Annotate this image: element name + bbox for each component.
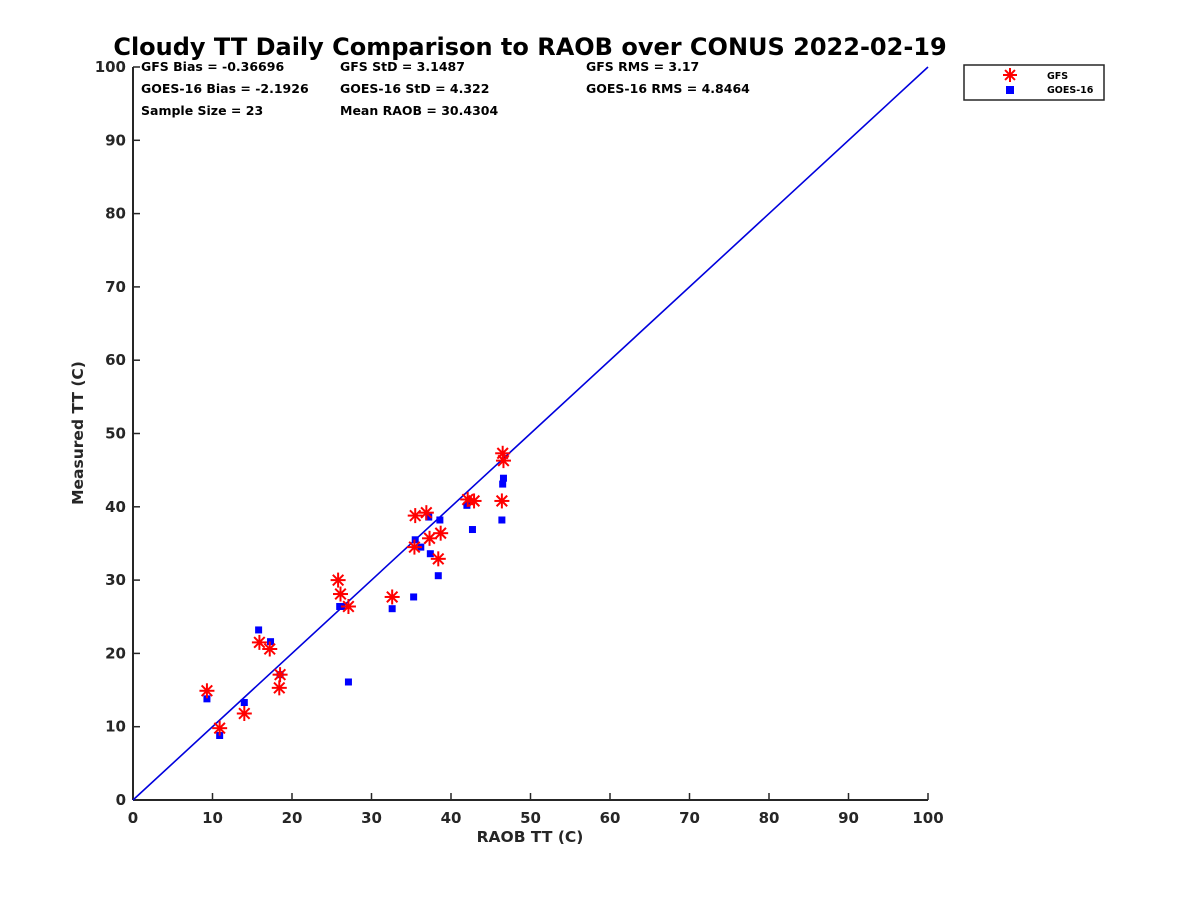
y-tick-label: 80 xyxy=(105,205,126,223)
gfs-point xyxy=(466,493,482,509)
x-tick-label: 80 xyxy=(759,809,780,827)
y-tick-label: 0 xyxy=(116,791,126,809)
goes-16-point xyxy=(410,593,418,601)
gfs-rms-text: GFS RMS = 3.17 xyxy=(586,59,699,74)
gfs-point xyxy=(212,720,228,736)
gfs-point xyxy=(406,539,422,555)
goes-16-point xyxy=(344,678,352,686)
gfs-point xyxy=(433,525,449,541)
x-axis-label: RAOB TT (C) xyxy=(477,828,584,846)
gfs-point xyxy=(495,453,511,469)
goes-16-point xyxy=(255,626,263,634)
gfs-series xyxy=(199,445,511,736)
gfs-point xyxy=(494,493,510,509)
gfs-point xyxy=(407,508,423,524)
goes-16-point xyxy=(203,695,211,703)
gfs-point xyxy=(422,530,438,546)
gfs-point xyxy=(236,706,252,722)
gfs-point xyxy=(251,634,267,650)
x-tick-label: 30 xyxy=(361,809,382,827)
stats-block: GFS Bias = -0.36696 GFS StD = 3.1487 GFS… xyxy=(141,59,750,118)
gfs-std-text: GFS StD = 3.1487 xyxy=(340,59,465,74)
y-tick-label: 20 xyxy=(105,644,126,662)
chart-title: Cloudy TT Daily Comparison to RAOB over … xyxy=(113,33,946,61)
x-tick-label: 100 xyxy=(912,809,943,827)
gfs-point xyxy=(418,505,434,521)
y-tick-label: 50 xyxy=(105,425,126,443)
one-to-one-line xyxy=(132,66,929,801)
goes-16-point xyxy=(425,513,433,521)
gfs-bias-text: GFS Bias = -0.36696 xyxy=(141,59,284,74)
goes-16-point xyxy=(426,550,434,558)
x-tick-label: 60 xyxy=(600,809,621,827)
x-tick-label: 90 xyxy=(838,809,859,827)
legend-goes-16-label: GOES-16 xyxy=(1047,85,1094,96)
legend-box xyxy=(963,64,1105,101)
x-tick-label: 0 xyxy=(128,809,138,827)
x-tick-label: 40 xyxy=(441,809,462,827)
gfs-point xyxy=(199,683,215,699)
legend-goes-16-marker xyxy=(1006,86,1014,94)
goes-16-point xyxy=(436,516,444,524)
y-tick-label: 70 xyxy=(105,278,126,296)
y-tick-label: 30 xyxy=(105,571,126,589)
gfs-point xyxy=(332,586,348,602)
x-tick-label: 10 xyxy=(202,809,223,827)
gfs-point xyxy=(340,598,356,614)
gfs-point xyxy=(271,680,287,696)
gfs-point xyxy=(330,572,346,588)
gfs-point xyxy=(384,589,400,605)
goes-16-point xyxy=(499,480,507,488)
goes-bias-text: GOES-16 Bias = -2.1926 xyxy=(141,81,309,96)
y-tick-label: 60 xyxy=(105,351,126,369)
y-tick-label: 100 xyxy=(95,58,126,76)
y-ticks: 0 10 20 30 40 50 60 70 80 90 100 xyxy=(95,58,140,809)
goes-16-point xyxy=(498,516,506,524)
goes-rms-text: GOES-16 RMS = 4.8464 xyxy=(586,81,750,96)
y-tick-label: 10 xyxy=(105,718,126,736)
legend: GFS GOES-16 xyxy=(963,64,1105,101)
x-tick-label: 50 xyxy=(520,809,541,827)
goes-16-point xyxy=(434,572,442,580)
x-tick-label: 70 xyxy=(679,809,700,827)
legend-gfs-label: GFS xyxy=(1047,71,1068,82)
mean-raob-text: Mean RAOB = 30.4304 xyxy=(340,103,498,118)
y-axis-label: Measured TT (C) xyxy=(69,361,87,505)
goes-std-text: GOES-16 StD = 4.322 xyxy=(340,81,489,96)
y-tick-label: 90 xyxy=(105,131,126,149)
gfs-point xyxy=(262,641,278,657)
y-tick-label: 40 xyxy=(105,498,126,516)
goes-16-point xyxy=(499,474,507,482)
goes-16-point xyxy=(240,699,248,707)
x-tick-label: 20 xyxy=(282,809,303,827)
gfs-point xyxy=(272,667,288,683)
sample-size-text: Sample Size = 23 xyxy=(141,103,263,118)
gfs-point xyxy=(430,551,446,567)
goes-16-point xyxy=(388,605,396,613)
x-ticks: 0 10 20 30 40 50 60 70 80 90 100 xyxy=(128,793,944,827)
legend-gfs-marker xyxy=(1003,68,1017,82)
goes-16-point xyxy=(468,526,476,534)
